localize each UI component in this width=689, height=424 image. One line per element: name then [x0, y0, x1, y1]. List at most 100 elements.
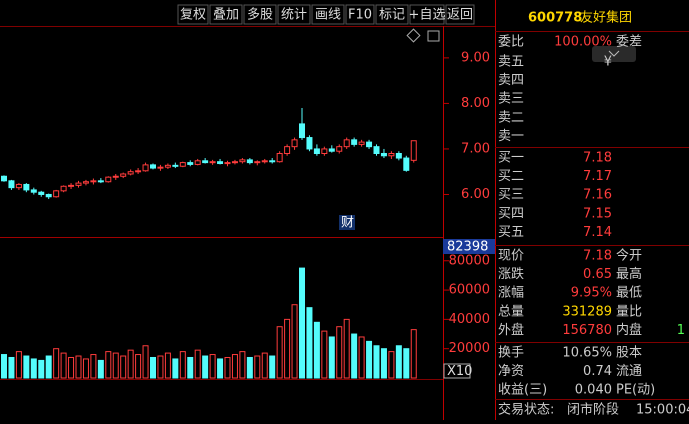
status: 闭市阶段 [567, 402, 619, 418]
volume-bar [157, 355, 164, 379]
volume-bar [135, 354, 142, 379]
y-tick-label: 9.00 [461, 50, 490, 65]
volume-bar [75, 355, 82, 379]
quote-label: 流通 [616, 364, 642, 379]
volume-bar [269, 355, 276, 379]
quote-label: 涨幅 [498, 286, 524, 301]
candle-body [299, 123, 305, 139]
volume-bar [202, 355, 209, 379]
volume-bar [261, 352, 268, 379]
volume-top-label: 82398 [447, 240, 488, 255]
quote-label: 最高 [616, 266, 642, 282]
quote-value: 7.16 [583, 188, 612, 203]
candle-body [246, 159, 253, 164]
toolbar-button[interactable] [177, 4, 209, 25]
volume-bar [45, 355, 52, 379]
candle-body [291, 139, 298, 148]
quote-value: 7.18 [583, 249, 612, 264]
quote-value: 7.17 [583, 169, 612, 184]
volume-bar [410, 329, 417, 379]
icon[interactable] [427, 30, 440, 42]
candle-body [321, 148, 328, 154]
volume-bar [321, 330, 328, 379]
candle-body [254, 161, 261, 164]
toolbar-label[interactable]: 标记 [379, 8, 405, 23]
toolbar-label[interactable]: 画线 [315, 8, 341, 23]
toolbar-button[interactable] [311, 4, 345, 25]
quote-label: 卖二 [498, 110, 524, 125]
quote-label: 量比 [616, 304, 642, 319]
candle-body [127, 171, 134, 175]
toolbar-label[interactable]: 返回 [447, 8, 473, 23]
candle-body [276, 152, 283, 163]
candle-body [328, 148, 335, 152]
quote-label: 买三 [498, 188, 524, 203]
quote-value: 9.95% [571, 286, 612, 301]
candle-body [388, 152, 395, 157]
candle-body [45, 193, 52, 198]
volume-bar [38, 359, 45, 379]
candle-body [380, 152, 387, 157]
quote-value: 0.74 [583, 364, 612, 379]
volume-bar [351, 333, 358, 379]
dropdown-icon [608, 50, 620, 57]
volume-bar [217, 358, 224, 379]
volume-bar [194, 349, 201, 379]
volume-bar [254, 355, 261, 379]
dropdown-button[interactable] [592, 46, 636, 62]
y-tick-label: 7.00 [461, 141, 490, 156]
toolbar-label[interactable]: +自选 [409, 8, 446, 23]
volume-bar [313, 321, 320, 379]
quote-label: PE(动) [616, 383, 655, 398]
candle-body [231, 161, 238, 164]
volume-bar [366, 340, 373, 379]
quote-label: 内盘 [616, 322, 642, 338]
toolbar-label[interactable]: F10 [348, 8, 372, 23]
toolbar-button[interactable] [375, 4, 409, 25]
quote-label: 收益(三) [498, 383, 547, 398]
candle-body [261, 160, 268, 163]
toolbar-label[interactable]: 叠加 [213, 8, 239, 23]
quote-label: 买一 [498, 151, 524, 166]
quote-value: 7.18 [583, 151, 612, 166]
volume-bar [343, 318, 350, 379]
candle-body [179, 162, 186, 167]
candle-body [410, 140, 417, 161]
unit-box [443, 363, 471, 379]
volume-bar [150, 356, 156, 379]
quote-label: 净资 [498, 364, 524, 379]
volume-bar [1, 354, 7, 379]
toolbar-button[interactable] [445, 4, 475, 25]
quote-value: 0.040 [575, 383, 612, 398]
volume-bar [239, 351, 246, 379]
quote-value: 10.65% [562, 346, 612, 361]
quote-value: ¥ [604, 55, 612, 70]
quote-label: 现价 [498, 249, 524, 264]
candle-body [187, 162, 194, 165]
candle-body [164, 164, 171, 168]
toolbar-label[interactable]: 多股 [247, 7, 273, 23]
candle-body [373, 146, 380, 154]
toolbar-label[interactable]: 复权 [180, 7, 206, 23]
toolbar-label[interactable]: 统计 [281, 8, 307, 23]
event-marker[interactable]: 财 [341, 216, 354, 231]
volume-bar [373, 345, 380, 379]
toolbar-button[interactable] [277, 4, 311, 25]
candle-body [306, 137, 313, 150]
toolbar-button[interactable] [409, 4, 445, 25]
volume-bar [120, 355, 127, 379]
candle-body [172, 164, 179, 167]
y-tick-label: 8.00 [461, 96, 490, 111]
candle-body [8, 180, 15, 189]
toolbar-button[interactable] [209, 4, 243, 25]
toolbar-button[interactable] [345, 4, 375, 25]
candle-body [15, 183, 22, 189]
quote-label: 卖五 [498, 55, 524, 70]
y-tick-label: 60000 [449, 283, 490, 298]
quote-value: 100.00% [554, 35, 612, 50]
icon[interactable] [406, 28, 421, 43]
toolbar-button[interactable] [243, 4, 277, 25]
marker-box[interactable] [339, 215, 355, 230]
candle-body [239, 159, 246, 163]
